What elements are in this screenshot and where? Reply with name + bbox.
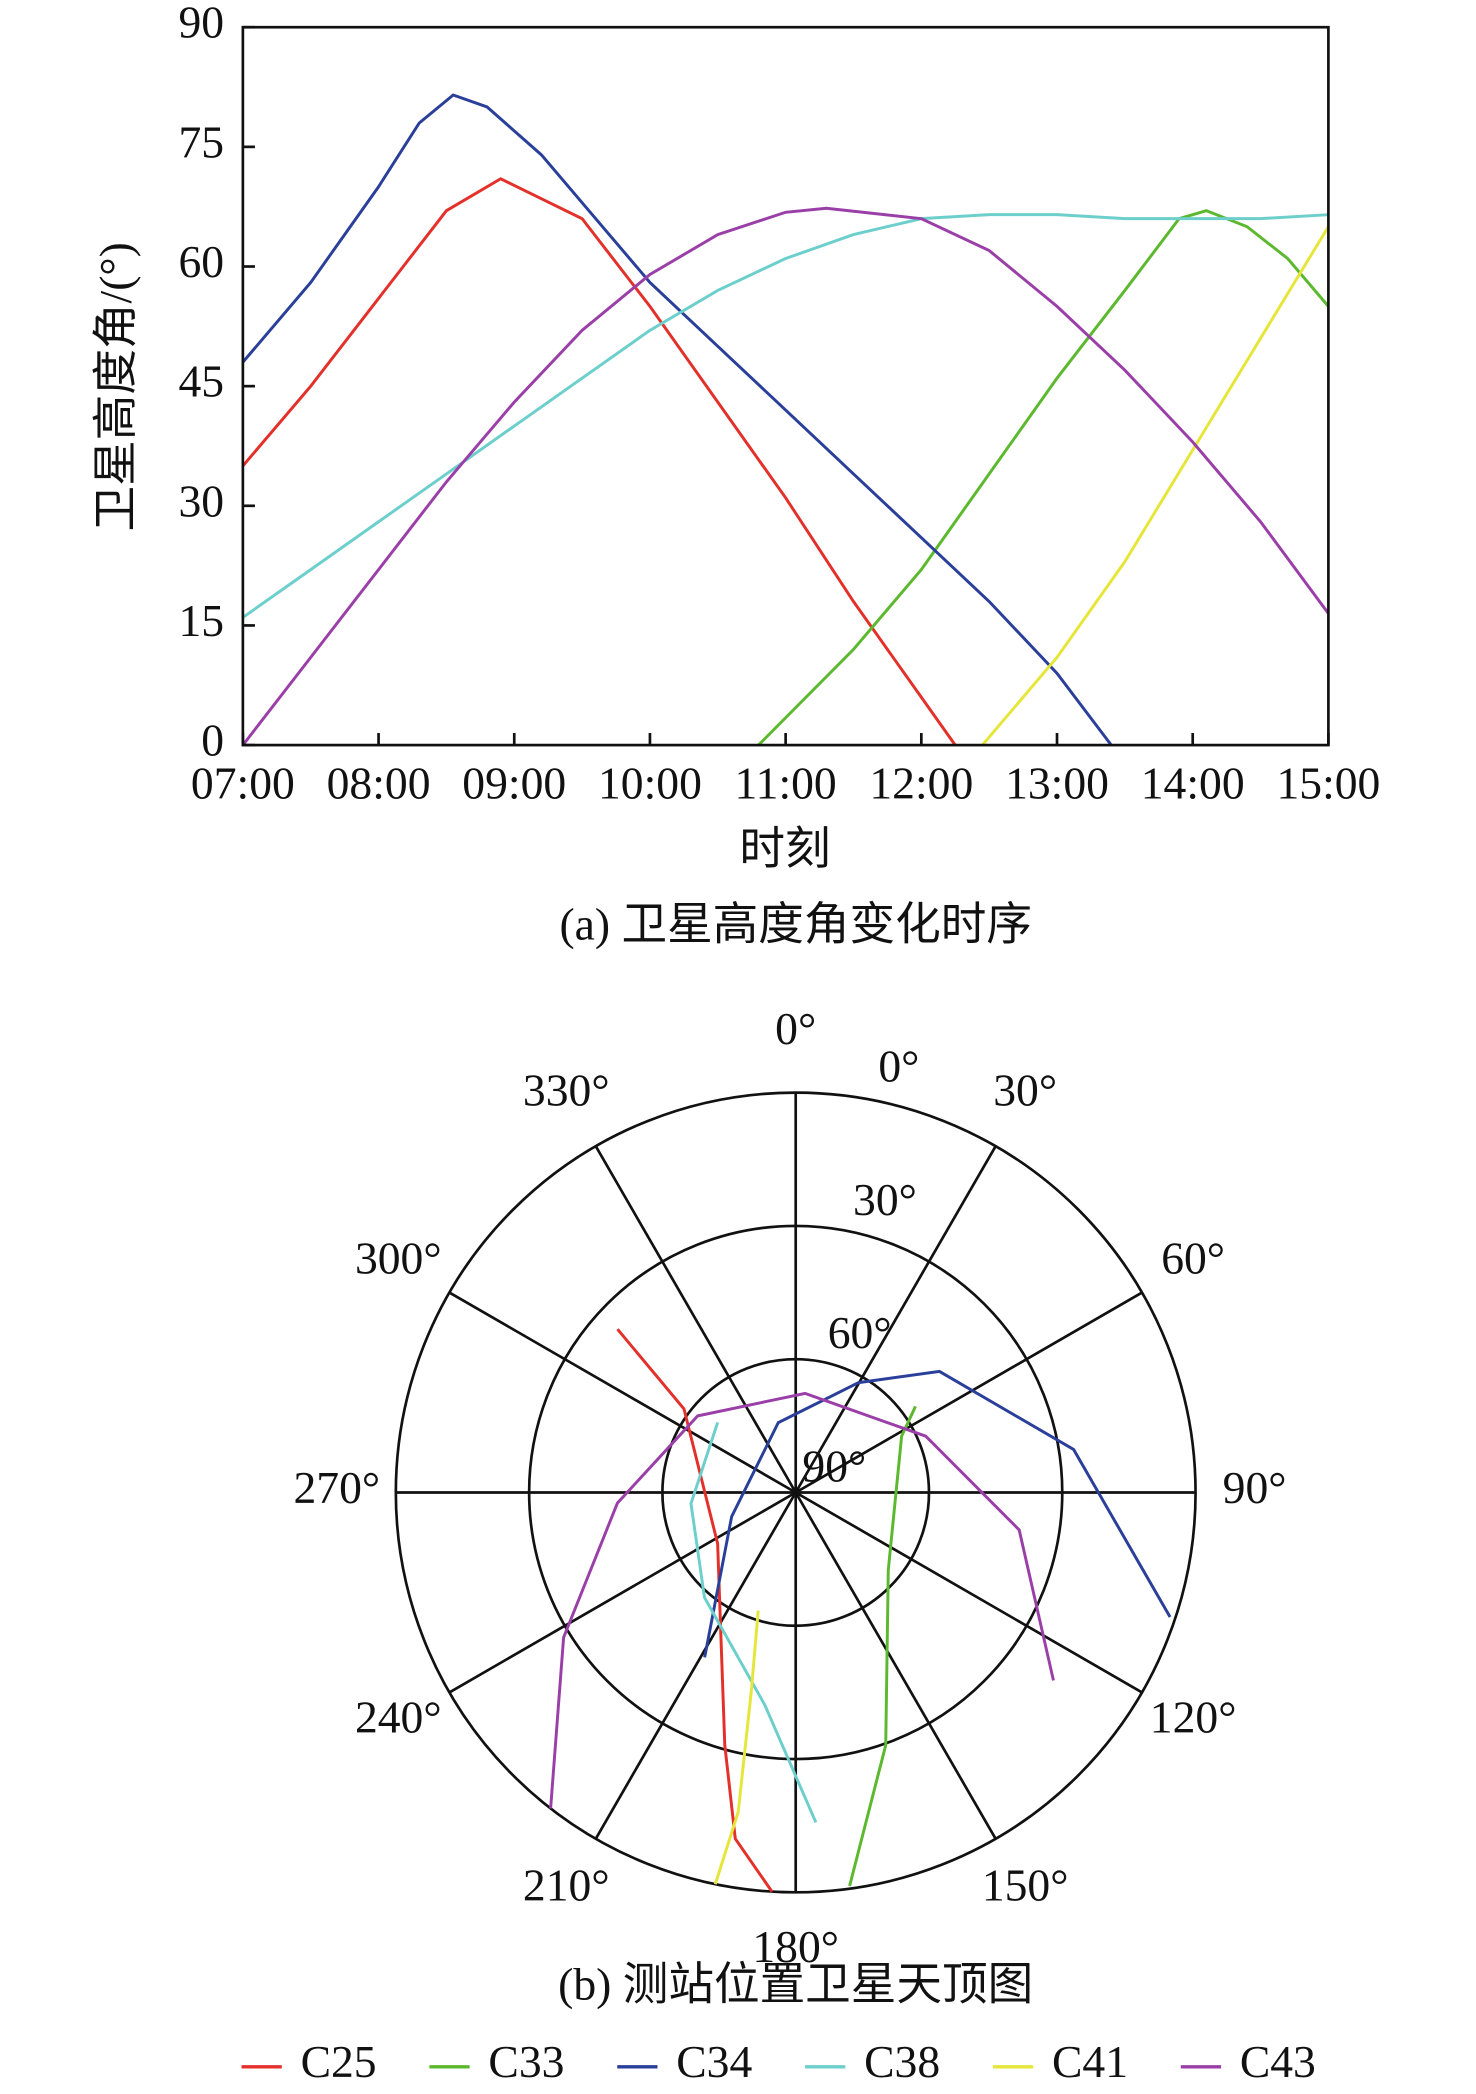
theta-tick-label: 120° xyxy=(1150,1691,1237,1742)
ring xyxy=(527,1224,1064,1761)
data-line xyxy=(757,209,1330,747)
radial-line xyxy=(794,1145,997,1494)
sky-track xyxy=(616,1328,774,1893)
y-tick-label: 15 xyxy=(178,595,224,646)
x-tick-label: 14:00 xyxy=(1141,757,1245,808)
theta-tick-label: 270° xyxy=(293,1462,380,1513)
radial-line xyxy=(448,1291,797,1494)
data-line xyxy=(241,206,1330,746)
y-tick-label: 75 xyxy=(178,116,224,167)
theta-tick-label: 330° xyxy=(523,1065,610,1116)
legend-label: C34 xyxy=(676,2036,752,2087)
legend-label: C33 xyxy=(488,2036,564,2087)
legend-label: C41 xyxy=(1052,2036,1128,2087)
sky-track xyxy=(703,1369,1172,1658)
theta-tick-label: 150° xyxy=(982,1859,1069,1910)
chart-a-title: (a) 卫星高度角变化时序 xyxy=(559,898,1032,949)
radial-line xyxy=(794,1491,997,1840)
r-tick-label: 60° xyxy=(828,1307,892,1358)
y-tick-label: 45 xyxy=(178,356,224,407)
data-line xyxy=(242,213,1329,619)
theta-tick-label: 30° xyxy=(993,1065,1057,1116)
x-tick-label: 11:00 xyxy=(735,757,837,808)
theta-tick-label: 90° xyxy=(1223,1462,1287,1513)
sky-track xyxy=(713,1610,760,1885)
x-axis-label: 时刻 xyxy=(739,823,830,874)
legend-label: C25 xyxy=(301,2036,377,2087)
y-tick-label: 90 xyxy=(178,0,224,48)
r-tick-label: 30° xyxy=(853,1174,917,1225)
theta-tick-label: 0° xyxy=(775,1003,816,1054)
theta-tick-label: 210° xyxy=(523,1859,610,1910)
chart-b-title: (b) 测站位置卫星天顶图 xyxy=(558,1958,1033,2009)
x-tick-label: 12:00 xyxy=(869,757,973,808)
data-line xyxy=(241,177,957,746)
legend-label: C38 xyxy=(864,2036,940,2087)
radial-line xyxy=(448,1491,797,1694)
theta-tick-label: 300° xyxy=(355,1233,442,1284)
theta-tick-label: 60° xyxy=(1161,1233,1225,1284)
data-line xyxy=(241,93,1113,746)
data-line xyxy=(981,225,1330,747)
y-tick-label: 60 xyxy=(178,236,224,287)
x-tick-label: 13:00 xyxy=(1005,757,1109,808)
y-tick-label: 30 xyxy=(178,475,224,526)
plot-frame xyxy=(241,25,1330,747)
ring xyxy=(394,1091,1197,1894)
x-tick-label: 09:00 xyxy=(462,757,566,808)
y-axis-label: 卫星高度角/(°) xyxy=(90,242,141,531)
x-tick-label: 07:00 xyxy=(191,757,295,808)
ring xyxy=(661,1357,931,1628)
sky-track xyxy=(689,1421,818,1824)
x-tick-label: 08:00 xyxy=(327,757,431,808)
theta-tick-label: 180° xyxy=(752,1921,839,1972)
y-tick-label: 0 xyxy=(201,715,224,766)
legend-label: C43 xyxy=(1240,2036,1316,2087)
radial-line xyxy=(594,1145,797,1494)
radial-line xyxy=(594,1491,797,1840)
sky-track xyxy=(549,1391,1055,1809)
sky-track xyxy=(848,1405,917,1887)
x-tick-label: 15:00 xyxy=(1276,757,1380,808)
theta-tick-label: 240° xyxy=(355,1691,442,1742)
radial-line xyxy=(795,1291,1143,1494)
x-tick-label: 10:00 xyxy=(598,757,702,808)
r-tick-label: 0° xyxy=(878,1041,919,1092)
radial-line xyxy=(795,1491,1143,1694)
r-tick-label: 90° xyxy=(802,1440,866,1491)
